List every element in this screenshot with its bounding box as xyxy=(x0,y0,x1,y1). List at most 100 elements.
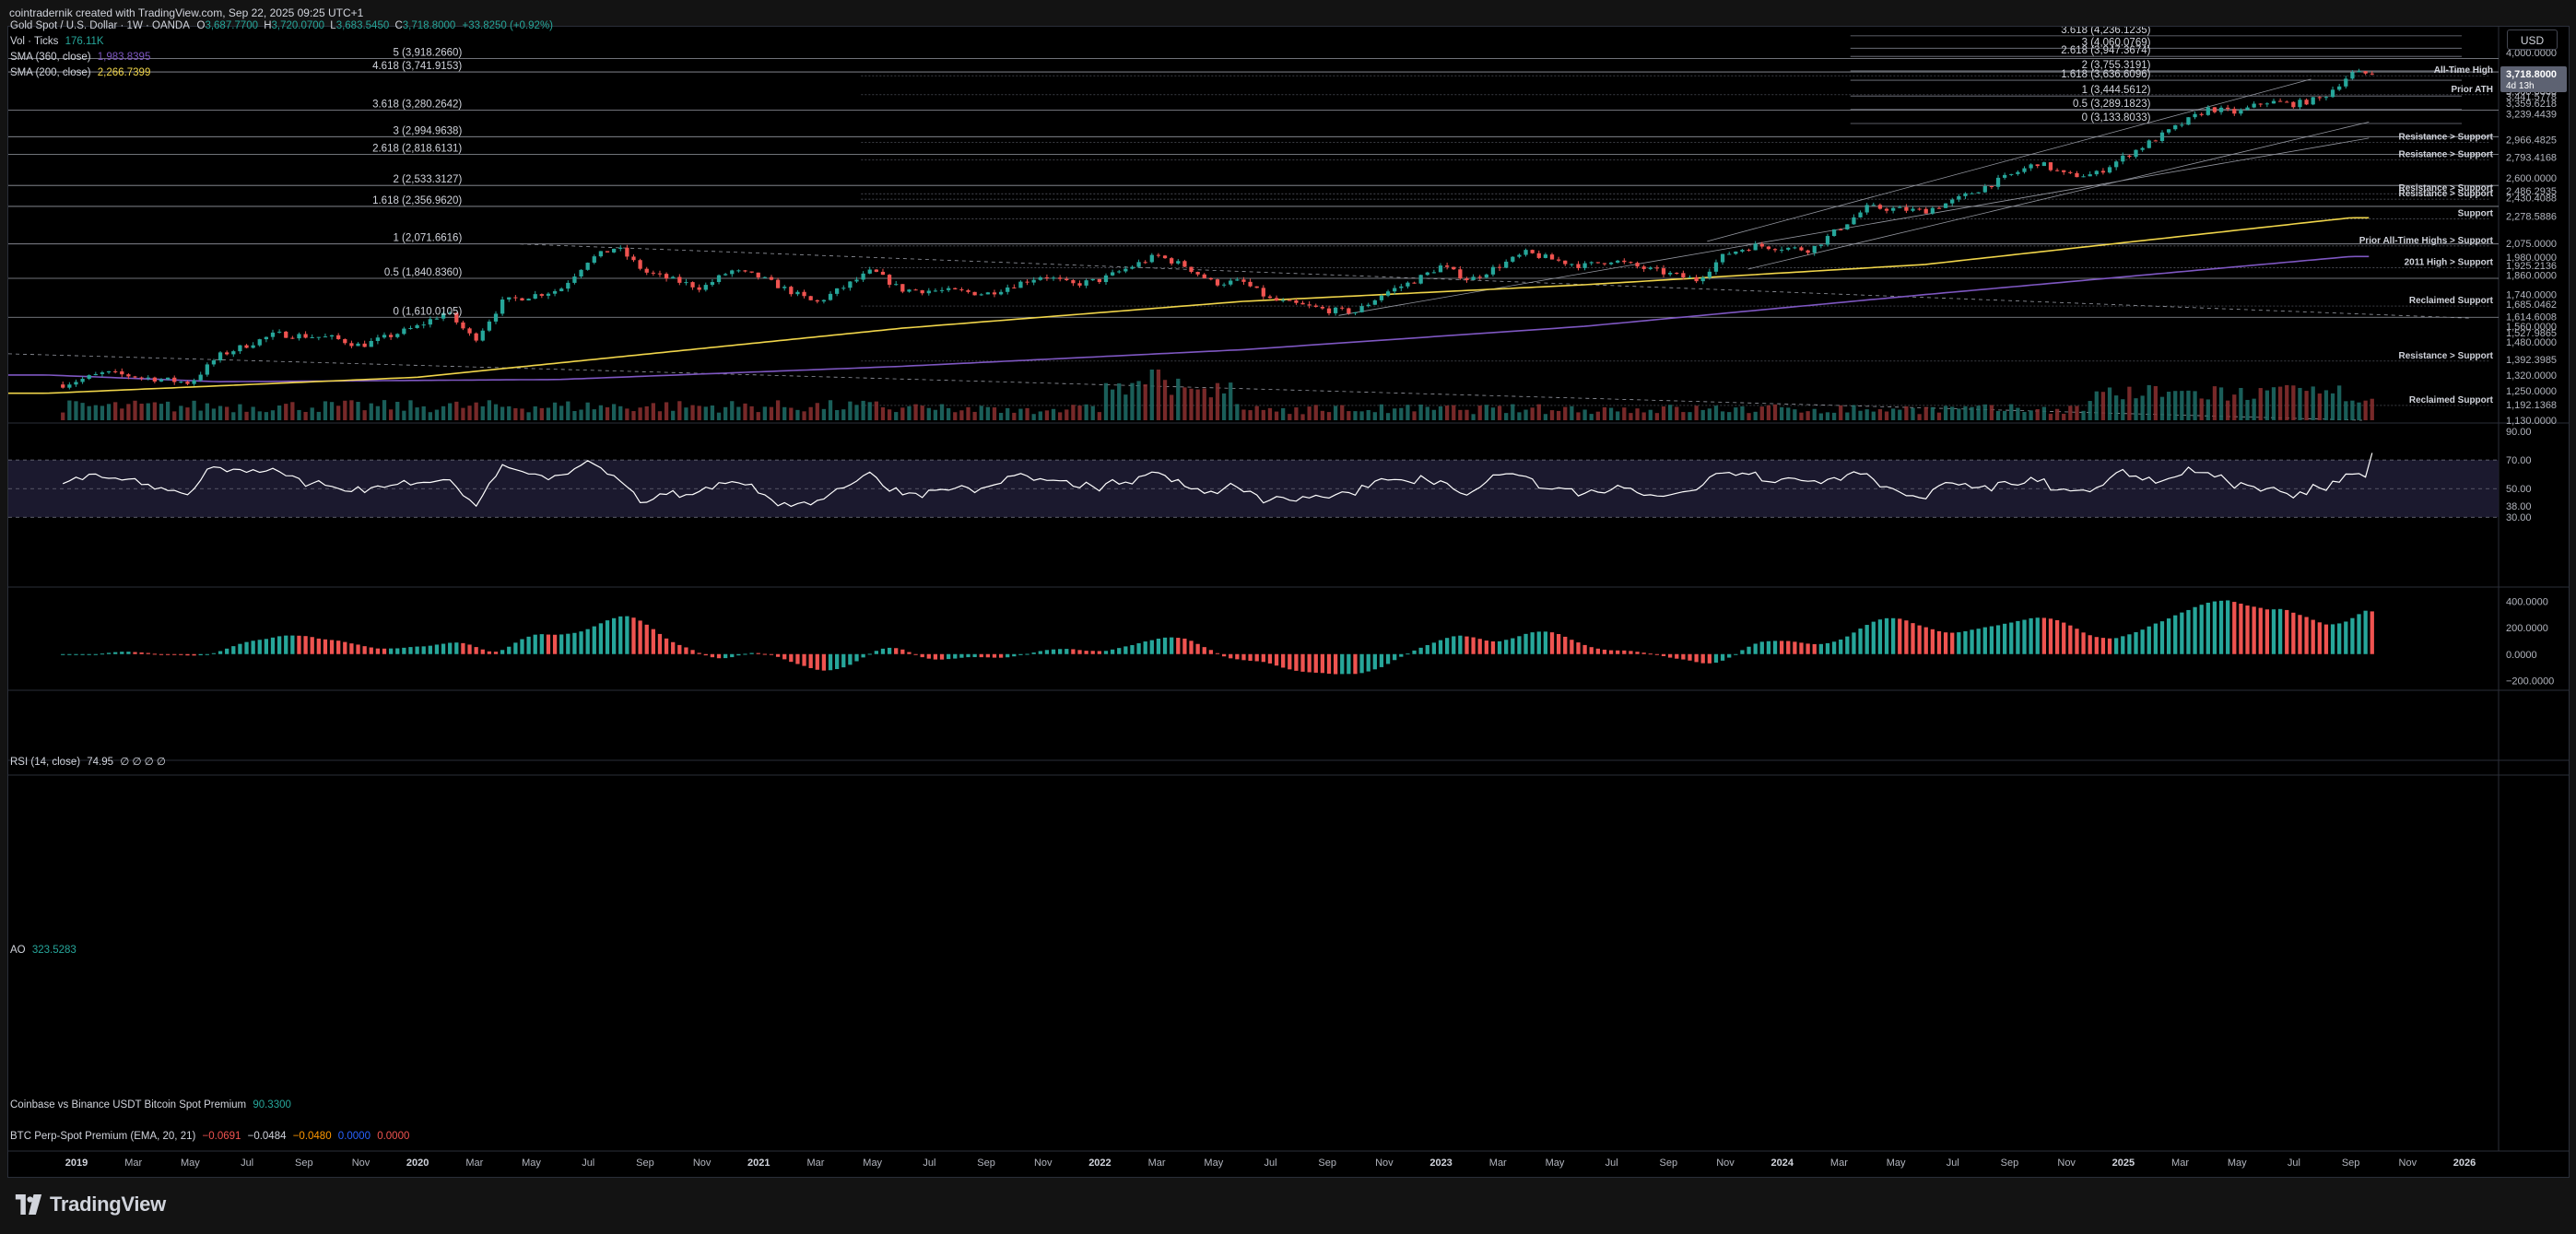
ao-bar xyxy=(198,653,203,656)
ao-bar xyxy=(2317,622,2322,654)
volume-bar xyxy=(1943,405,1948,420)
perp-legend[interactable]: BTC Perp-Spot Premium (EMA, 20, 21) −0.0… xyxy=(10,1129,409,1145)
volume-bar xyxy=(998,412,1004,420)
fib-right-label: 0 (3,133.8033) xyxy=(2082,112,2151,123)
fib-right-label: 1.618 (3,636.6096) xyxy=(2061,69,2150,80)
ao-bar xyxy=(2291,612,2296,654)
ao-bar xyxy=(1018,653,1023,655)
fib-lines-layer xyxy=(8,27,2569,1152)
candle-body xyxy=(585,263,590,270)
volume-bar xyxy=(297,409,301,420)
candle-body xyxy=(2075,172,2079,178)
fib-left-label: 0 (1,610.0105) xyxy=(393,306,462,317)
ao-bar xyxy=(1976,629,1981,654)
candle-body xyxy=(2277,100,2283,102)
annotation-label: Support xyxy=(2458,209,2494,219)
candle-body xyxy=(133,376,137,378)
volume-bar xyxy=(238,404,242,420)
candle-body xyxy=(2323,97,2329,99)
volume-bar xyxy=(2304,391,2309,420)
volume-bar xyxy=(710,405,715,420)
candle-body xyxy=(736,270,741,272)
candle-body xyxy=(454,312,459,323)
ao-bar xyxy=(139,652,144,654)
volume-bar xyxy=(1852,405,1856,420)
main-legend: Gold Spot / U.S. Dollar · 1W · OANDA O3,… xyxy=(10,18,553,81)
candle-body xyxy=(1497,266,1502,268)
ao-bar xyxy=(2127,634,2132,654)
fib-left-label: 1 (2,071.6616) xyxy=(393,233,462,244)
volume-bar xyxy=(225,406,229,420)
premium-legend-label: Coinbase vs Binance USDT Bitcoin Spot Pr… xyxy=(10,1099,247,1111)
volume-bar xyxy=(93,405,98,420)
ao-bar xyxy=(61,653,65,655)
price-axis-tick: 2,966.4825 xyxy=(2506,135,2557,146)
ao-bar xyxy=(1602,649,1607,654)
tradingview-brand[interactable]: TradingView xyxy=(15,1191,166,1218)
volume-bar xyxy=(749,405,754,420)
volume-bar xyxy=(113,402,118,420)
price-axis-tick: 2,486.2935 xyxy=(2506,186,2557,197)
time-axis-year: 2019 xyxy=(65,1158,88,1169)
ao-bar xyxy=(284,635,288,654)
ao-bar xyxy=(362,646,367,654)
ao-bar xyxy=(1366,653,1370,672)
ao-bar xyxy=(1713,653,1719,664)
volume-bar xyxy=(1117,383,1122,420)
ao-bar xyxy=(1267,653,1273,664)
candle-body xyxy=(1943,203,1948,208)
volume-bar xyxy=(1734,407,1738,420)
ao-bar xyxy=(1340,653,1345,675)
volume-bar xyxy=(2350,400,2355,420)
ao-bar xyxy=(2199,605,2204,654)
volume-bar xyxy=(1589,414,1594,420)
sma360-legend[interactable]: SMA (360, close) 1,983.8395 xyxy=(10,50,553,65)
symbol-title[interactable]: Gold Spot / U.S. Dollar · 1W · OANDA xyxy=(10,20,190,31)
ao-bar xyxy=(1668,653,1673,658)
candle-body xyxy=(343,338,347,344)
volume-bar xyxy=(1530,407,1535,420)
volume-bar xyxy=(421,405,426,420)
candle-body xyxy=(1891,207,1896,211)
volume-bar xyxy=(1084,404,1088,420)
volume-bar xyxy=(1412,411,1417,420)
ao-bar xyxy=(1563,636,1568,654)
chart-frame[interactable]: 5 (3,918.2660) 4.618 (3,741.9153) 3.618 (3… xyxy=(7,20,2570,1178)
ao-bar xyxy=(913,653,918,655)
sma200-legend[interactable]: SMA (200, close) 2,266.7399 xyxy=(10,65,553,81)
ao-bar xyxy=(1549,632,1555,654)
ao-bar xyxy=(323,639,328,654)
premium-legend[interactable]: Coinbase vs Binance USDT Bitcoin Spot Pr… xyxy=(10,1098,291,1113)
candle-body xyxy=(513,297,518,299)
ao-bar xyxy=(1688,653,1692,661)
volume-bar xyxy=(2180,391,2184,420)
candle-body xyxy=(1688,276,1692,278)
rsi-legend[interactable]: RSI (14, close) 74.95 ∅ ∅ ∅ ∅ xyxy=(10,755,166,770)
volume-bar xyxy=(1006,407,1010,420)
candle-body xyxy=(1911,208,1915,211)
chart-canvas[interactable]: 5 (3,918.2660) 4.618 (3,741.9153) 3.618 (3… xyxy=(8,27,2569,1177)
currency-button[interactable]: USD xyxy=(2507,29,2558,50)
volume-bar xyxy=(2323,390,2329,420)
volume-bar xyxy=(1839,405,1843,420)
time-axis-month: Sep xyxy=(977,1158,995,1169)
volume-bar xyxy=(2173,391,2178,420)
share-caption: cointradernik created with TradingView.c… xyxy=(9,6,364,19)
candle-body xyxy=(146,377,150,379)
ao-legend[interactable]: AO 323.5283 xyxy=(10,943,76,958)
volume-bar xyxy=(1143,383,1147,420)
candle-body xyxy=(1747,250,1751,252)
ao-bar xyxy=(276,636,282,654)
candles-layer xyxy=(61,68,2374,390)
ao-bar xyxy=(1891,617,1896,654)
candle-body xyxy=(284,331,288,338)
volume-legend[interactable]: Vol · Ticks 176.11K xyxy=(10,34,553,50)
time-axis-month: Nov xyxy=(693,1158,712,1169)
volume-bar xyxy=(1727,412,1732,420)
premium-legend-value: 90.3300 xyxy=(253,1099,291,1111)
candle-body xyxy=(165,377,171,380)
candle-body xyxy=(185,382,190,384)
candle-body xyxy=(1340,307,1345,309)
ao-bar xyxy=(1740,650,1745,654)
volume-bar xyxy=(1556,410,1561,420)
